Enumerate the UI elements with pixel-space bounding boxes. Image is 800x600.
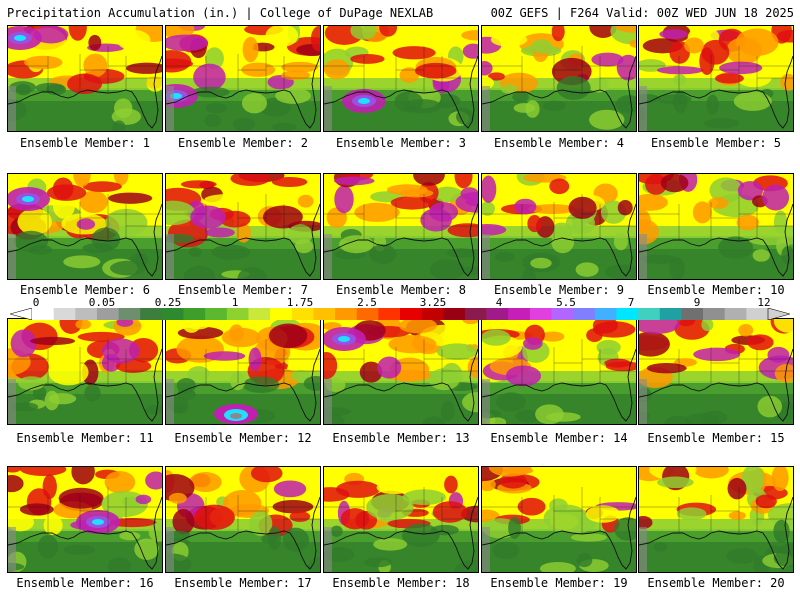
colorbar-swatch [313, 308, 336, 320]
header-title: Precipitation Accumulation (in.) | Colle… [7, 6, 434, 20]
ensemble-member-map [165, 173, 321, 280]
colorbar-tick-label: 0.05 [88, 296, 116, 309]
ensemble-member-map [638, 25, 794, 132]
ensemble-member-label: Ensemble Member: 6 [19, 283, 151, 297]
ensemble-member-label: Ensemble Member: 9 [493, 283, 625, 297]
ensemble-member-label: Ensemble Member: 13 [332, 431, 470, 445]
ensemble-member-label: Ensemble Member: 4 [493, 136, 625, 150]
ensemble-member-label: Ensemble Member: 11 [16, 431, 154, 445]
ensemble-member-map [481, 173, 637, 280]
ensemble-member-map [7, 318, 163, 425]
colorbar-swatch [248, 308, 271, 320]
ensemble-member-label: Ensemble Member: 12 [174, 431, 312, 445]
ensemble-member-label: Ensemble Member: 8 [335, 283, 467, 297]
colorbar-swatch [638, 308, 661, 320]
colorbar-tick-label: 12 [757, 296, 771, 309]
colorbar-swatch [291, 308, 314, 320]
ensemble-member-map [7, 466, 163, 573]
colorbar-swatch [378, 308, 401, 320]
ensemble-member-map [481, 318, 637, 425]
colorbar-tick-label: 1 [231, 296, 239, 309]
colorbar-max-arrow [767, 308, 790, 320]
colorbar-swatch [32, 308, 54, 320]
colorbar-swatch [551, 308, 574, 320]
colorbar-swatch [746, 308, 769, 320]
colorbar-tick-label: 4 [495, 296, 503, 309]
ensemble-member-label: Ensemble Member: 16 [16, 576, 154, 590]
colorbar-swatch [226, 308, 249, 320]
colorbar-swatch [53, 308, 76, 320]
colorbar-tick-label: 2.5 [357, 296, 377, 309]
ensemble-member-label: Ensemble Member: 18 [332, 576, 470, 590]
ensemble-member-map [323, 318, 479, 425]
ensemble-member-label: Ensemble Member: 1 [19, 136, 151, 150]
ensemble-member-map [638, 466, 794, 573]
colorbar-tick-label: 7 [627, 296, 635, 309]
colorbar-swatch [118, 308, 141, 320]
colorbar-swatch [616, 308, 639, 320]
colorbar-swatch [421, 308, 444, 320]
ensemble-member-label: Ensemble Member: 15 [647, 431, 785, 445]
colorbar-swatch [356, 308, 379, 320]
ensemble-member-map [7, 25, 163, 132]
ensemble-member-map [165, 466, 321, 573]
colorbar-swatch [140, 308, 163, 320]
colorbar-swatch [724, 308, 747, 320]
ensemble-member-map [638, 173, 794, 280]
ensemble-member-label: Ensemble Member: 5 [650, 136, 782, 150]
colorbar-swatch [594, 308, 617, 320]
colorbar-swatch [681, 308, 704, 320]
ensemble-member-label: Ensemble Member: 19 [490, 576, 628, 590]
ensemble-member-map [323, 173, 479, 280]
ensemble-member-map [638, 318, 794, 425]
colorbar-swatch [529, 308, 552, 320]
ensemble-member-label: Ensemble Member: 14 [490, 431, 628, 445]
ensemble-member-label: Ensemble Member: 7 [177, 283, 309, 297]
colorbar-swatch [443, 308, 466, 320]
colorbar-min-arrow [10, 308, 33, 320]
colorbar-swatch [183, 308, 206, 320]
ensemble-member-map [481, 466, 637, 573]
colorbar-swatch [75, 308, 98, 320]
ensemble-member-map [323, 466, 479, 573]
colorbar-tick-label: 0.25 [154, 296, 182, 309]
colorbar-tick-label: 9 [693, 296, 701, 309]
colorbar-swatch [270, 308, 293, 320]
ensemble-member-map [165, 318, 321, 425]
colorbar-swatch [335, 308, 358, 320]
colorbar-swatch [161, 308, 184, 320]
ensemble-member-map [323, 25, 479, 132]
header-run-info: 00Z GEFS | F264 Valid: 00Z WED JUN 18 20… [490, 6, 794, 20]
colorbar-tick-label: 5.5 [556, 296, 576, 309]
colorbar [10, 308, 790, 320]
colorbar-swatch [703, 308, 726, 320]
colorbar-swatch [486, 308, 509, 320]
colorbar-swatch [659, 308, 682, 320]
ensemble-member-label: Ensemble Member: 17 [174, 576, 312, 590]
ensemble-member-label: Ensemble Member: 20 [647, 576, 785, 590]
ensemble-member-map [481, 25, 637, 132]
ensemble-member-label: Ensemble Member: 2 [177, 136, 309, 150]
colorbar-swatch [205, 308, 228, 320]
ensemble-member-map [165, 25, 321, 132]
colorbar-swatch [400, 308, 422, 320]
colorbar-swatch [96, 308, 119, 320]
colorbar-tick-label: 0 [32, 296, 40, 309]
colorbar-tick-label: 3.25 [419, 296, 447, 309]
colorbar-tick-label: 1.75 [286, 296, 314, 309]
ensemble-member-label: Ensemble Member: 3 [335, 136, 467, 150]
colorbar-swatch [464, 308, 487, 320]
ensemble-member-label: Ensemble Member: 10 [647, 283, 785, 297]
colorbar-swatch [573, 308, 596, 320]
colorbar-swatch [508, 308, 531, 320]
ensemble-member-map [7, 173, 163, 280]
